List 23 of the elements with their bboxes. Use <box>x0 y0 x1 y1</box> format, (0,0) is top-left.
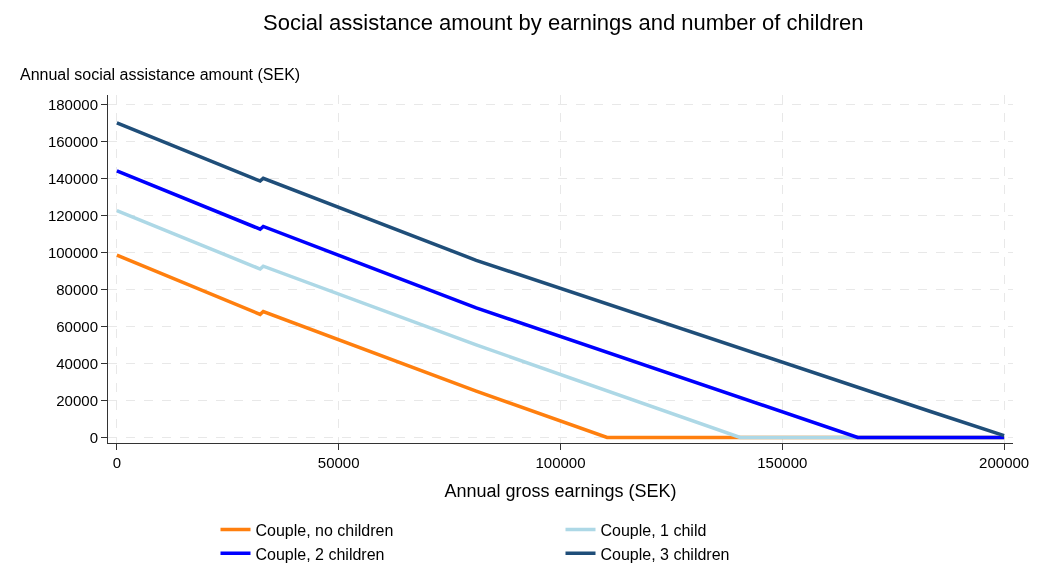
x-axis-title: Annual gross earnings (SEK) <box>444 481 677 502</box>
y-tick-label: 180000 <box>47 95 98 113</box>
legend-label: Couple, no children <box>255 521 394 539</box>
y-tick-label: 160000 <box>47 132 98 150</box>
legend-label: Couple, 2 children <box>255 545 385 563</box>
x-tick-label: 0 <box>112 454 122 471</box>
y-tick-label: 20000 <box>56 391 98 409</box>
legend-label: Couple, 3 children <box>600 545 730 563</box>
chart-title: Social assistance amount by earnings and number of children <box>262 9 864 35</box>
x-tick-label: 50000 <box>317 454 360 471</box>
y-tick-label: 100000 <box>47 243 98 261</box>
y-tick-label: 40000 <box>56 354 98 372</box>
x-tick-label: 100000 <box>535 454 586 471</box>
y-tick-label: 140000 <box>47 169 98 187</box>
y-axis-title: Annual social assistance amount (SEK) <box>20 66 301 83</box>
x-tick-label: 200000 <box>979 454 1030 471</box>
legend-label: Couple, 1 child <box>600 521 707 539</box>
y-tick-label: 120000 <box>47 206 98 224</box>
x-tick-label: 150000 <box>757 454 808 471</box>
line-series <box>115 121 1006 438</box>
y-tick-label: 0 <box>89 428 98 446</box>
y-tick-label: 80000 <box>56 280 98 298</box>
y-tick-label: 60000 <box>56 317 98 335</box>
